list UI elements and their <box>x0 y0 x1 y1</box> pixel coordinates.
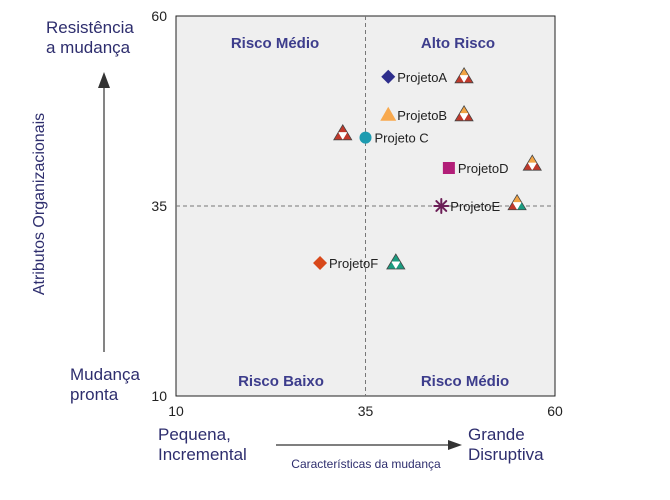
quadrant-label-top-left: Risco Médio <box>231 35 319 52</box>
risk-triangle-bottom-left <box>508 202 518 210</box>
risk-triangle-projetob <box>454 105 474 122</box>
risk-triangle-outline <box>386 253 406 270</box>
asterisk-stroke <box>435 200 448 212</box>
risk-triangle-center <box>527 162 537 171</box>
point-projetoe <box>433 198 450 214</box>
quadrant-dividers <box>176 16 555 396</box>
risk-triangle-top <box>459 105 469 114</box>
quadrant-label-bottom-right: Risco Médio <box>421 373 509 390</box>
risk-triangle-projetof <box>386 253 406 270</box>
risk-triangle-bottom-left <box>333 132 343 140</box>
point-projetod <box>442 162 455 174</box>
axis-ticks: 10 35 60 10 35 60 <box>151 8 563 419</box>
point-label: ProjetoF <box>329 256 378 271</box>
point-projetob <box>380 106 397 121</box>
quadrant-label-top-right: Alto Risco <box>421 35 495 52</box>
x-left-label-line1: Pequena, <box>158 425 231 444</box>
risk-triangle-outline <box>507 193 527 211</box>
point-label: ProjetoE <box>450 199 500 214</box>
risk-triangle-bottom-right <box>464 113 474 121</box>
y-tick-label: 35 <box>151 198 167 214</box>
risk-triangle-top <box>459 67 469 76</box>
x-right-label-line2: Disruptiva <box>468 445 544 464</box>
x-tick-label: 35 <box>358 403 374 419</box>
risk-triangle-projetod <box>522 154 542 171</box>
risk-triangle-center <box>512 202 522 210</box>
point-projetoa <box>381 69 396 84</box>
data-points: ProjetoA ProjetoB Projeto C ProjetoD Projeto… <box>313 67 542 271</box>
risk-triangle-bottom-right <box>517 202 527 210</box>
x-axis-arrow-head <box>448 440 462 450</box>
x-tick-label: 60 <box>547 403 563 419</box>
y-top-label-line2: a mudança <box>46 38 131 57</box>
point-label: ProjetoB <box>397 108 447 123</box>
y-bottom-label-line2: pronta <box>70 385 119 404</box>
risk-triangle-top <box>338 124 348 133</box>
x-right-label-line1: Grande <box>468 425 525 444</box>
risk-triangle-projetoe <box>507 193 527 211</box>
risk-triangle-center <box>459 75 469 83</box>
risk-triangle-bottom-left <box>455 113 465 121</box>
x-axis-title: Características da mudança <box>291 457 441 471</box>
risk-triangle-bottom-right <box>464 75 474 83</box>
risk-triangle-center <box>338 132 348 140</box>
risk-triangle-center <box>391 261 401 269</box>
risk-triangle-bottom-left <box>523 162 533 171</box>
risk-triangle-bottom-left <box>386 261 396 269</box>
quadrant-label-bottom-left: Risco Baixo <box>238 373 324 390</box>
point-label: Projeto C <box>375 131 429 146</box>
risk-triangle-projetoa <box>454 67 474 84</box>
risk-triangle-projeto-c <box>333 124 353 141</box>
y-tick-label: 10 <box>151 388 167 404</box>
point-projetof <box>313 256 328 270</box>
point-label: ProjetoD <box>458 161 509 176</box>
point-projeto-c <box>359 131 372 144</box>
risk-triangle-bottom-right <box>395 261 405 269</box>
risk-triangle-outline <box>454 105 474 122</box>
risk-triangle-center <box>459 113 469 121</box>
y-top-label-line1: Resistência <box>46 18 134 37</box>
y-tick-label: 60 <box>151 8 167 24</box>
point-label: ProjetoA <box>397 70 447 85</box>
y-bottom-label-line1: Mudança <box>70 365 140 384</box>
risk-triangle-bottom-right <box>532 162 542 171</box>
risk-triangle-top <box>527 155 537 163</box>
risk-triangle-bottom-right <box>342 132 352 140</box>
x-tick-label: 10 <box>168 403 184 419</box>
risk-triangle-bottom-left <box>455 75 465 83</box>
risk-triangle-outline <box>522 154 542 171</box>
risk-triangle-top <box>391 254 401 262</box>
x-left-label-line2: Incremental <box>158 445 247 464</box>
risk-triangle-outline <box>454 67 474 84</box>
y-axis-title: Atributos Organizacionais <box>31 113 48 295</box>
y-axis-arrow-head <box>98 72 110 88</box>
risk-triangle-outline <box>333 124 353 141</box>
risk-triangle-top <box>512 194 522 203</box>
